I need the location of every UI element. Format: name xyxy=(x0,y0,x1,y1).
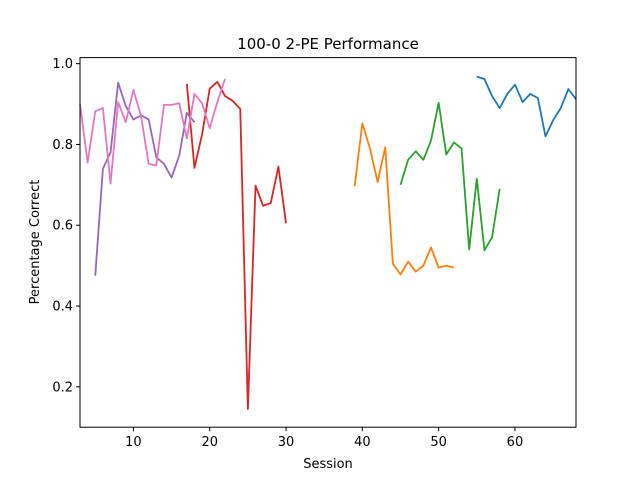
y-axis: 0.2 0.4 0.6 0.8 1.0 xyxy=(52,57,80,395)
series-line-2 xyxy=(353,122,455,276)
x-axis-label: Session xyxy=(303,457,353,472)
series-line-4 xyxy=(185,80,287,410)
y-tick-label: 0.2 xyxy=(52,380,73,395)
chart-title: 100-0 2-PE Performance xyxy=(237,35,419,53)
x-tick-label: 10 xyxy=(125,435,142,450)
x-tick-label: 60 xyxy=(507,435,524,450)
y-tick-label: 1.0 xyxy=(52,57,73,72)
x-tick-label: 50 xyxy=(430,435,447,450)
series-line-1 xyxy=(476,75,577,138)
series-layer xyxy=(79,75,577,410)
series-line-6 xyxy=(79,78,226,185)
y-tick-label: 0.8 xyxy=(52,138,73,153)
series-line-5 xyxy=(94,81,196,276)
plot-frame xyxy=(79,57,577,428)
y-tick-label: 0.4 xyxy=(52,300,73,315)
y-axis-label: Percentage Correct xyxy=(28,180,43,305)
y-tick-label: 0.6 xyxy=(52,219,73,234)
series-line-3 xyxy=(399,101,501,252)
x-tick-label: 20 xyxy=(201,435,218,450)
x-tick-label: 30 xyxy=(278,435,295,450)
x-axis: 10 20 30 40 50 60 xyxy=(125,427,523,450)
x-tick-label: 40 xyxy=(354,435,371,450)
